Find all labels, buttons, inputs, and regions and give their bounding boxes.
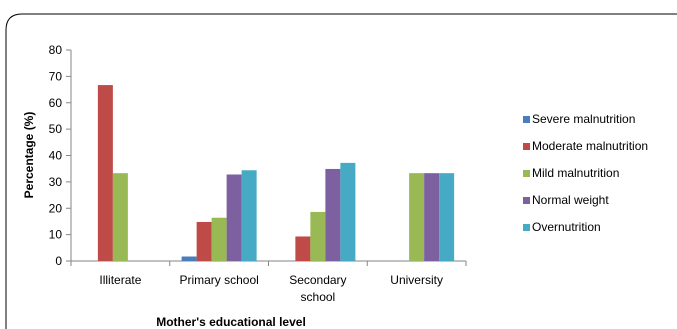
y-tick-label: 80 [49, 43, 63, 57]
legend-label: Severe malnutrition [532, 112, 635, 126]
legend-swatch [523, 197, 530, 204]
chart-labels: 0 10 20 30 40 50 60 70 80 Illiterate Primary schoo… [49, 43, 443, 304]
legend-label: Overnutrition [532, 220, 601, 234]
legend-label: Mild malnutrition [532, 166, 619, 180]
y-tick-label: 70 [49, 69, 63, 83]
y-tick-label: 20 [49, 201, 63, 215]
bar-moderate-malnutrition [97, 85, 113, 261]
chart-legend: Severe malnutrition Moderate malnutrition… [523, 112, 648, 234]
bar-mild-malnutrition [409, 173, 425, 261]
legend-swatch [523, 116, 530, 123]
legend-label: Moderate malnutrition [532, 139, 648, 153]
bar-severe-malnutrition [181, 256, 197, 261]
bar-mild-malnutrition [310, 211, 326, 261]
bar-moderate-malnutrition [196, 221, 212, 261]
chart-axes [66, 49, 467, 266]
legend-swatch [523, 224, 530, 231]
y-tick-label: 50 [49, 122, 63, 136]
y-tick-label: 60 [49, 96, 63, 110]
y-tick-label: 0 [55, 254, 62, 268]
x-category-label: Secondary school [289, 273, 346, 304]
bar-normal-weight [325, 168, 341, 261]
legend-swatch [523, 143, 530, 150]
y-tick-label: 10 [49, 228, 63, 242]
x-category-label: Primary school [179, 273, 258, 287]
x-category-label: University [390, 273, 443, 287]
bar-overnutrition [241, 170, 257, 261]
bar-mild-malnutrition [112, 173, 128, 261]
bar-mild-malnutrition [211, 217, 227, 261]
y-tick-label: 40 [49, 149, 63, 163]
chart-bars [97, 85, 455, 261]
y-axis-title: Percentage (%) [22, 112, 36, 199]
x-category-label: Illiterate [99, 273, 141, 287]
x-axis-title: Mother's educational level [156, 315, 306, 329]
bar-moderate-malnutrition [295, 236, 311, 261]
bar-overnutrition [340, 162, 356, 261]
bar-normal-weight [226, 174, 242, 261]
bar-overnutrition [439, 173, 455, 261]
bar-normal-weight [424, 173, 440, 261]
legend-swatch [523, 170, 530, 177]
y-tick-label: 30 [49, 175, 63, 189]
legend-label: Normal weight [532, 193, 609, 207]
